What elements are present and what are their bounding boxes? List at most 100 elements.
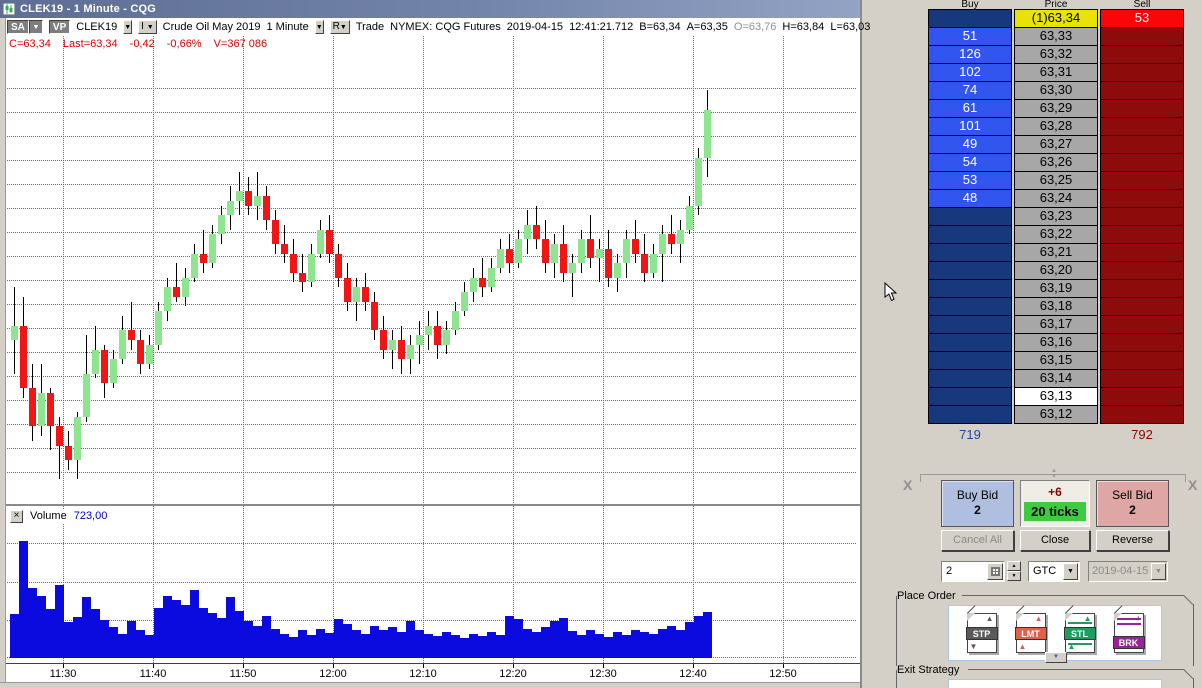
dom-price-cell[interactable]: 63,25: [1014, 171, 1098, 190]
dom-buy-cell[interactable]: [928, 225, 1012, 244]
dom-price-cell[interactable]: 63,18: [1014, 297, 1098, 316]
dom-price-cell[interactable]: 63,12: [1014, 405, 1098, 424]
dom-sell-cell[interactable]: [1100, 27, 1184, 46]
dom-price-cell[interactable]: 63,31: [1014, 63, 1098, 82]
dom-buy-cell[interactable]: 102: [928, 63, 1012, 82]
dom-price-cell[interactable]: 63,13: [1014, 387, 1098, 406]
symbol-dropdown-icon[interactable]: ▼: [123, 20, 133, 34]
dom-buy-cell[interactable]: 49: [928, 135, 1012, 154]
dom-buy-cell[interactable]: [928, 9, 1012, 28]
pane-splitter[interactable]: [0, 504, 860, 506]
reverse-button[interactable]: Reverse: [1096, 530, 1169, 551]
dom-price-cell[interactable]: 63,20: [1014, 261, 1098, 280]
tif-select[interactable]: GTC ▼: [1028, 561, 1080, 582]
dom-price-cell[interactable]: 63,17: [1014, 315, 1098, 334]
dom-buy-cell[interactable]: [928, 369, 1012, 388]
dom-price-cell[interactable]: 63,27: [1014, 135, 1098, 154]
dom-price-cell[interactable]: 63,22: [1014, 225, 1098, 244]
dom-buy-cell[interactable]: 51: [928, 27, 1012, 46]
quantity-input[interactable]: 2: [941, 561, 1005, 582]
range-dropdown[interactable]: R▼: [329, 20, 350, 34]
calculator-button[interactable]: [987, 563, 1003, 580]
dom-buy-cell[interactable]: [928, 333, 1012, 352]
window-titlebar[interactable]: CLEK19 - 1 Minute - CQG: [0, 0, 860, 18]
dom-price-cell[interactable]: 63,24: [1014, 189, 1098, 208]
dom-price-cell[interactable]: 63,15: [1014, 351, 1098, 370]
dom-price-cell[interactable]: 63,16: [1014, 333, 1098, 352]
order-type-dropdown[interactable]: ▼: [1045, 652, 1067, 663]
dom-sell-cell[interactable]: [1100, 261, 1184, 280]
sa-button[interactable]: SA: [7, 20, 29, 34]
dom-scroll-spinner[interactable]: ▲ ▼: [1051, 468, 1057, 480]
dom-price-cell[interactable]: 63,32: [1014, 45, 1098, 64]
dom-buy-cell[interactable]: [928, 243, 1012, 262]
dom-sell-cell[interactable]: [1100, 315, 1184, 334]
dom-buy-cell[interactable]: 61: [928, 99, 1012, 118]
dom-buy-cell[interactable]: 54: [928, 153, 1012, 172]
interval-dropdown-icon[interactable]: ▼: [314, 20, 324, 34]
dom-sell-cell[interactable]: [1100, 99, 1184, 118]
cancel-all-button[interactable]: Cancel All: [941, 530, 1014, 551]
stepper-down-icon[interactable]: ▼: [1007, 571, 1021, 581]
dom-sell-cell[interactable]: [1100, 171, 1184, 190]
dom-sell-cell[interactable]: [1100, 135, 1184, 154]
dom-buy-cell[interactable]: [928, 261, 1012, 280]
vp-button[interactable]: VP: [48, 20, 71, 34]
dom-buy-cell[interactable]: [928, 387, 1012, 406]
dom-price-cell[interactable]: 63,29: [1014, 99, 1098, 118]
order-date-select[interactable]: 2019-04-15 ▼: [1088, 561, 1168, 582]
dom-sell-cell[interactable]: 53: [1100, 9, 1184, 28]
volume-close-icon[interactable]: ×: [10, 509, 23, 523]
dom-buy-cell[interactable]: [928, 207, 1012, 226]
dom-buy-cell[interactable]: 53: [928, 171, 1012, 190]
dom-buy-cell[interactable]: 101: [928, 117, 1012, 136]
dom-buy-cell[interactable]: 48: [928, 189, 1012, 208]
dom-buy-cell[interactable]: [928, 351, 1012, 370]
dom-price-cell[interactable]: 63,21: [1014, 243, 1098, 262]
dom-sell-cell[interactable]: [1100, 243, 1184, 262]
indicator-dropdown[interactable]: I ▼: [138, 20, 157, 34]
dom-sell-cell[interactable]: [1100, 225, 1184, 244]
dom-sell-cell[interactable]: [1100, 117, 1184, 136]
dom-buy-cell[interactable]: [928, 297, 1012, 316]
order-type-lmt-icon[interactable]: LMT ▲ ▲: [1014, 613, 1047, 653]
dom-sell-cell[interactable]: [1100, 45, 1184, 64]
quantity-stepper[interactable]: ▲ ▼: [1007, 561, 1021, 582]
dom-sell-cell[interactable]: [1100, 279, 1184, 298]
dom-price-cell[interactable]: 63,23: [1014, 207, 1098, 226]
dom-price-cell[interactable]: 63,26: [1014, 153, 1098, 172]
dom-sell-cell[interactable]: [1100, 333, 1184, 352]
dom-price-cell[interactable]: (1)63,34: [1014, 9, 1098, 28]
collapse-right-icon[interactable]: X: [1188, 477, 1198, 493]
dom-buy-cell[interactable]: [928, 405, 1012, 424]
order-type-stp-icon[interactable]: STP ▲ ▼: [965, 613, 998, 653]
dom-buy-cell[interactable]: [928, 315, 1012, 334]
dom-buy-cell[interactable]: 74: [928, 81, 1012, 100]
dom-sell-cell[interactable]: [1100, 405, 1184, 424]
dom-sell-cell[interactable]: [1100, 351, 1184, 370]
dom-sell-cell[interactable]: [1100, 297, 1184, 316]
stepper-up-icon[interactable]: ▲: [1007, 561, 1021, 571]
dom-price-cell[interactable]: 63,28: [1014, 117, 1098, 136]
sell-bid-button[interactable]: Sell Bid 2: [1096, 480, 1169, 527]
dom-buy-cell[interactable]: 126: [928, 45, 1012, 64]
dom-sell-cell[interactable]: [1100, 369, 1184, 388]
dom-sell-cell[interactable]: [1100, 63, 1184, 82]
dom-sell-cell[interactable]: [1100, 207, 1184, 226]
time-axis[interactable]: 11:30 11:40 11:50 12:00 12:10 12:20 12:30 12:40…: [0, 663, 860, 682]
order-type-stl-icon[interactable]: STL ▲ ▲: [1063, 613, 1096, 653]
collapse-left-icon[interactable]: X: [903, 477, 913, 493]
order-type-brk-icon[interactable]: BRK+▲: [1112, 613, 1145, 653]
dom-sell-cell[interactable]: [1100, 387, 1184, 406]
dom-price-cell[interactable]: 63,19: [1014, 279, 1098, 298]
buy-bid-button[interactable]: Buy Bid 2: [941, 480, 1014, 527]
dom-price-cell[interactable]: 63,30: [1014, 81, 1098, 100]
close-button[interactable]: Close: [1020, 530, 1090, 551]
dom-buy-cell[interactable]: [928, 279, 1012, 298]
tif-dropdown-icon[interactable]: ▼: [1063, 563, 1078, 580]
dom-sell-cell[interactable]: [1100, 189, 1184, 208]
dom-price-cell[interactable]: 63,33: [1014, 27, 1098, 46]
dom-sell-cell[interactable]: [1100, 153, 1184, 172]
dom-sell-cell[interactable]: [1100, 81, 1184, 100]
dom-price-cell[interactable]: 63,14: [1014, 369, 1098, 388]
